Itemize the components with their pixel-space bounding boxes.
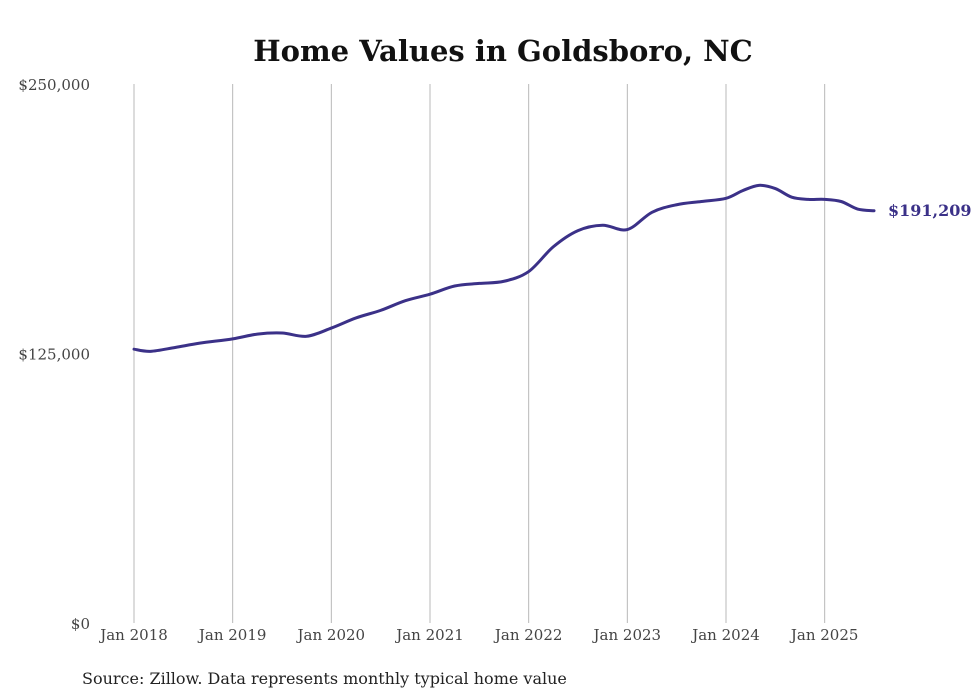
x-axis-ticks: Jan 2018 Jan 2019 Jan 2020 Jan 2021 Jan 2022… <box>98 626 858 644</box>
x-tick-label: Jan 2020 <box>296 626 366 644</box>
series-line <box>132 183 876 353</box>
y-tick-label: $0 <box>71 615 90 633</box>
x-tick-label: Jan 2023 <box>592 626 662 644</box>
y-tick-label: $250,000 <box>18 76 90 94</box>
x-tick-label: Jan 2018 <box>98 626 168 644</box>
y-tick-label: $125,000 <box>18 346 90 364</box>
grid-lines <box>133 84 826 623</box>
x-tick-label: Jan 2021 <box>394 626 464 644</box>
end-value-label: $191,209 <box>888 201 972 220</box>
x-tick-label: Jan 2022 <box>493 626 563 644</box>
y-axis-ticks: $0 $125,000 $250,000 <box>18 76 90 633</box>
source-note: Source: Zillow. Data represents monthly … <box>82 669 567 688</box>
chart-title: Home Values in Goldsboro, NC <box>253 34 753 68</box>
x-tick-label: Jan 2025 <box>789 626 859 644</box>
x-tick-label: Jan 2019 <box>197 626 267 644</box>
x-tick-label: Jan 2024 <box>690 626 760 644</box>
